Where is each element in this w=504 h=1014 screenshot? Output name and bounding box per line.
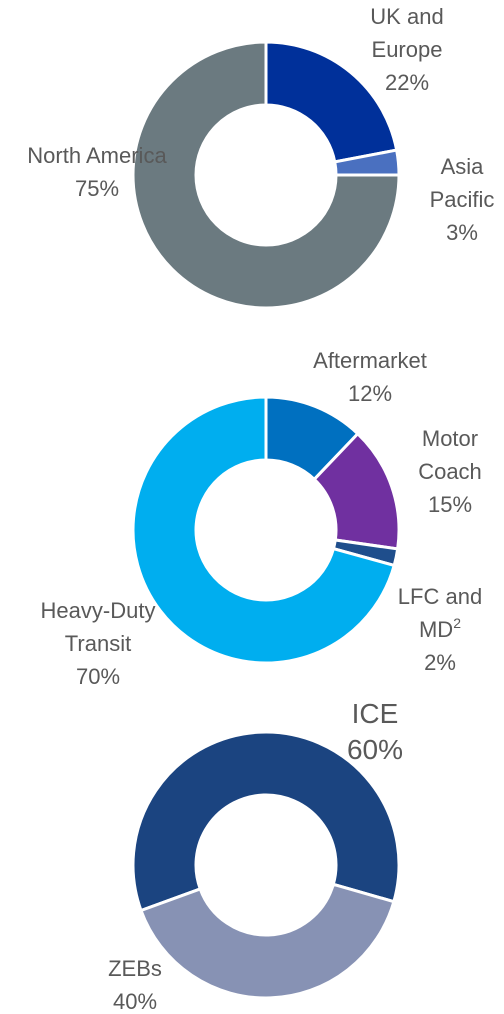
slice-label: ICE 60% [315,696,435,768]
category-name: LFC and MD [397,584,483,642]
donut-slice [131,730,401,913]
category-name: Motor Coach [418,426,482,484]
donut-slice [131,40,401,310]
slice-label: Asia Pacific 3% [417,150,504,249]
footnote-marker: 2 [453,615,461,631]
category-name: Asia Pacific [429,154,495,212]
value-label: 2% [424,650,456,675]
category-name: UK and Europe [370,4,444,62]
value-label: 22% [384,70,430,95]
value-label: 75% [74,176,120,201]
value-label: 70% [75,664,121,689]
slice-label: UK and Europe 22% [352,0,462,99]
category-name: North America [27,143,167,168]
value-label: 60% [346,734,404,765]
value-label: 40% [112,989,158,1014]
slice-label: ZEBs 40% [85,952,185,1014]
slice-label: North America 75% [7,139,187,205]
donut-slice [264,40,399,164]
value-label: 15% [427,492,473,517]
slice-label: LFC and MD2 2% [390,580,490,679]
donut-slice [131,395,397,665]
category-name: ICE [351,698,399,729]
value-label: 12% [347,381,393,406]
slice-label: Heavy-Duty Transit 70% [28,594,168,693]
slice-label: Motor Coach 15% [405,422,495,521]
category-name: Aftermarket [313,348,427,373]
value-label: 3% [446,220,478,245]
category-name: Heavy-Duty Transit [40,598,156,656]
donut-slice [139,882,396,1000]
slice-label: Aftermarket 12% [290,344,450,410]
category-name: ZEBs [108,956,162,981]
